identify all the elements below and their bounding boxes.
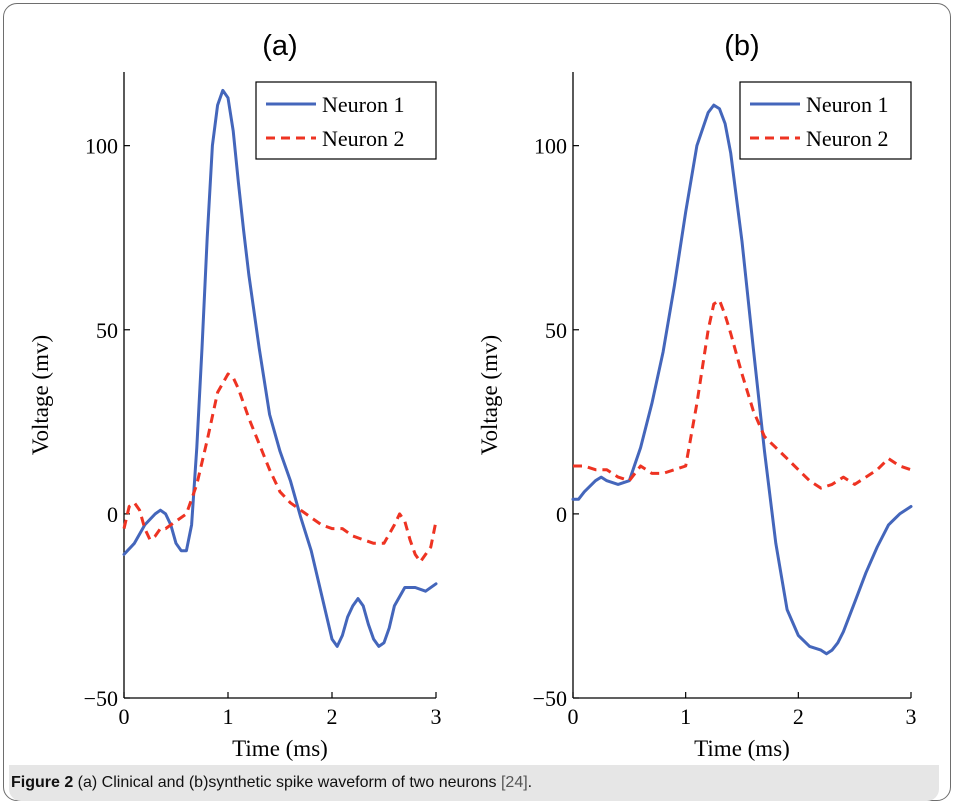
panel-a-ylabel: Voltage (mv) (28, 335, 53, 455)
panel-a-legend (255, 81, 437, 160)
panel-a-y-tick-label: 0 (107, 502, 118, 527)
panel-b-y-tick-label: 50 (545, 318, 567, 343)
panel-a-xlabel: Time (ms) (232, 736, 328, 761)
panel-b-series-2-line (573, 298, 912, 490)
panel-b-x-tick-label: 3 (906, 704, 917, 729)
panel-b-xlabel: Time (ms) (694, 736, 790, 761)
panel-a-y-tick-label: 100 (85, 134, 118, 159)
panel-a-y-tick-label: 50 (96, 318, 118, 343)
panel-a-title: (a) (262, 30, 297, 62)
panel-a-legend-label-1: Neuron 1 (322, 92, 404, 117)
figure-caption: Figure 2 (a) Clinical and (b)synthetic s… (9, 765, 939, 801)
panel-b-title: (b) (724, 30, 759, 62)
caption-end: . (527, 774, 533, 791)
caption-label: Figure 2 (11, 774, 74, 791)
panel-a-legend-label-2: Neuron 2 (322, 126, 404, 151)
panel-a-series-2-line (122, 372, 438, 564)
panel-b-y-tick-label: 0 (556, 502, 567, 527)
panel-a-x-tick-label: 2 (327, 704, 338, 729)
panel-a-x-tick-label: 0 (119, 704, 130, 729)
panel-a-x-tick-label: 3 (431, 704, 442, 729)
panel-a: (a) Time (ms) Voltage (mv) 0 1 2 3−50050100… (28, 30, 442, 761)
panel-b-series-1-line (571, 103, 913, 656)
panel-b: (b) Time (ms) Voltage (mv) 0 1 2 3−50050100… (477, 30, 917, 761)
caption-text: (a) Clinical and (b)synthetic spike wave… (73, 774, 501, 791)
panel-b-legend-label-2: Neuron 2 (806, 126, 888, 151)
caption-citation-link[interactable]: [24] (500, 774, 528, 791)
panel-b-legend-label-1: Neuron 1 (806, 92, 888, 117)
panel-b-legend (739, 81, 912, 160)
panel-b-x-tick-label: 0 (568, 704, 579, 729)
panel-b-y-tick-label: 100 (534, 134, 567, 159)
panel-b-ylabel: Voltage (mv) (477, 335, 502, 455)
panel-b-x-tick-label: 1 (680, 704, 691, 729)
panel-b-x-tick-label: 2 (793, 704, 804, 729)
panel-a-series-1-line (122, 88, 438, 648)
panel-a-y-tick-label: −50 (84, 686, 118, 711)
panel-a-x-tick-label: 1 (223, 704, 234, 729)
panel-b-y-tick-label: −50 (533, 686, 567, 711)
